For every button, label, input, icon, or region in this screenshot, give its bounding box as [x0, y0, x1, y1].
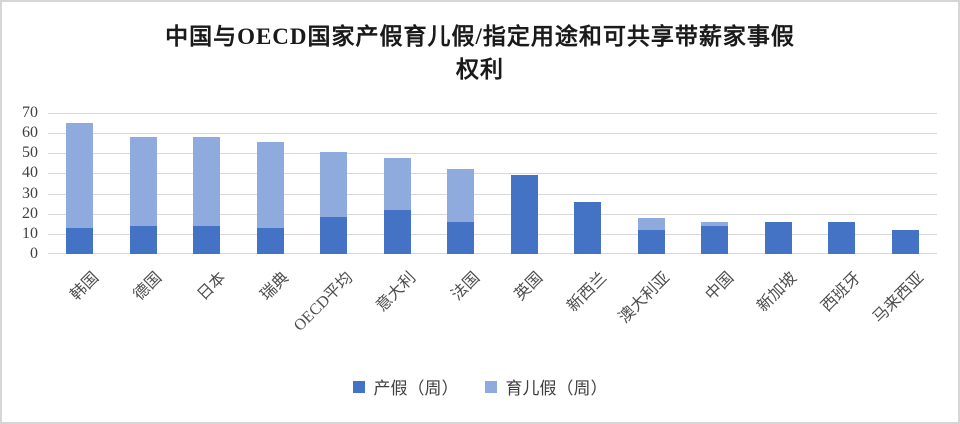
x-tick-label-新西兰: 新西兰 [564, 269, 611, 316]
x-tick-label-意大利: 意大利 [373, 269, 420, 316]
bar-马来西亚-segment-0 [891, 229, 919, 254]
x-tick-label-德国: 德国 [130, 269, 166, 304]
bar-法国-segment-1 [447, 169, 475, 222]
bar-韩国-segment-0 [66, 228, 94, 254]
gridline-y0 [48, 253, 937, 254]
bar-日本 [193, 113, 221, 254]
bar-中国-segment-0 [701, 225, 729, 254]
bar-德国 [129, 113, 157, 254]
gridline-y70 [48, 113, 937, 114]
bar-新西兰 [574, 113, 602, 254]
bar-英国 [510, 113, 538, 254]
bar-OECD平均 [320, 113, 348, 254]
bar-马来西亚 [891, 113, 919, 254]
y-tick-label-0: 0 [30, 245, 38, 262]
y-tick-label-50: 50 [22, 144, 38, 162]
x-tick-label-日本: 日本 [194, 269, 230, 304]
legend-label-parental: 育儿假（周） [505, 379, 608, 398]
bar-意大利 [383, 113, 411, 254]
y-tick-label-20: 20 [22, 204, 38, 222]
y-tick-label-60: 60 [22, 124, 38, 142]
bar-法国 [447, 113, 475, 254]
bar-瑞典-segment-1 [256, 141, 284, 229]
y-tick-label-30: 30 [22, 184, 38, 202]
bar-OECD平均-segment-1 [320, 151, 348, 217]
x-tick-label-法国: 法国 [448, 269, 484, 304]
bar-意大利-segment-1 [383, 157, 411, 211]
bar-瑞典-segment-0 [256, 228, 284, 254]
x-tick-label-西班牙: 西班牙 [818, 269, 865, 316]
x-tick-label-英国: 英国 [511, 269, 547, 304]
bar-新加坡 [764, 113, 792, 254]
bar-中国-segment-1 [701, 221, 729, 226]
legend: 产假（周） 育儿假（周） [2, 374, 958, 399]
bar-西班牙-segment-0 [828, 221, 856, 254]
x-tick-label-中国: 中国 [702, 269, 738, 304]
gridline-y20 [48, 213, 937, 215]
x-tick-label-马来西亚: 马来西亚 [870, 269, 928, 327]
x-tick-label-OECD平均: OECD平均 [290, 269, 357, 335]
gridline-y60 [48, 133, 937, 135]
bar-日本-segment-0 [193, 225, 221, 254]
bar-澳大利亚-segment-0 [637, 229, 665, 254]
bar-韩国 [66, 113, 94, 254]
plot-area [48, 113, 937, 254]
bar-澳大利亚 [637, 113, 665, 254]
bar-德国-segment-0 [129, 225, 157, 254]
chart-title-line1: 中国与OECD国家产假育儿假/指定用途和可共享带薪家事假 [165, 24, 795, 49]
bar-澳大利亚-segment-1 [637, 217, 665, 230]
bar-OECD平均-segment-0 [320, 216, 348, 254]
parental-swatch-icon [484, 380, 497, 393]
chart-title: 中国与OECD国家产假育儿假/指定用途和可共享带薪家事假 权利 [2, 20, 958, 86]
gridline-y50 [48, 153, 937, 155]
gridline-y10 [48, 233, 937, 235]
chart-title-line2: 权利 [456, 57, 504, 82]
bar-韩国-segment-1 [66, 123, 94, 229]
x-tick-label-澳大利亚: 澳大利亚 [616, 269, 674, 327]
bar-英国-segment-0 [510, 175, 538, 254]
bar-中国 [701, 113, 729, 254]
bar-新加坡-segment-0 [764, 221, 792, 254]
legend-item-maternity: 产假（周） [352, 374, 459, 399]
x-axis: 韩国 德国 日本 瑞典 OECD平均 意大利 法国 英国 新西兰 澳大利亚 中国 新加坡 西班牙 马来西亚 [48, 255, 937, 365]
bar-意大利-segment-0 [383, 210, 411, 254]
legend-item-parental: 育儿假（周） [484, 374, 608, 399]
bar-德国-segment-1 [129, 137, 157, 226]
y-axis: 0 10 20 30 40 50 60 70 [2, 105, 42, 262]
x-tick-label-瑞典: 瑞典 [257, 269, 293, 304]
x-tick-label-新加坡: 新加坡 [754, 269, 801, 316]
maternity-swatch-icon [352, 380, 365, 393]
bar-新西兰-segment-0 [574, 201, 602, 254]
y-tick-label-70: 70 [22, 104, 38, 121]
gridline-y30 [48, 193, 937, 195]
bar-法国-segment-0 [447, 221, 475, 254]
bar-瑞典 [256, 113, 284, 254]
x-tick-label-韩国: 韩国 [67, 269, 103, 304]
legend-label-maternity: 产假（周） [373, 379, 459, 398]
y-tick-label-10: 10 [22, 224, 38, 242]
bar-日本-segment-1 [193, 137, 221, 226]
gridline-y40 [48, 173, 937, 175]
bar-西班牙 [828, 113, 856, 254]
y-tick-label-40: 40 [22, 164, 38, 182]
